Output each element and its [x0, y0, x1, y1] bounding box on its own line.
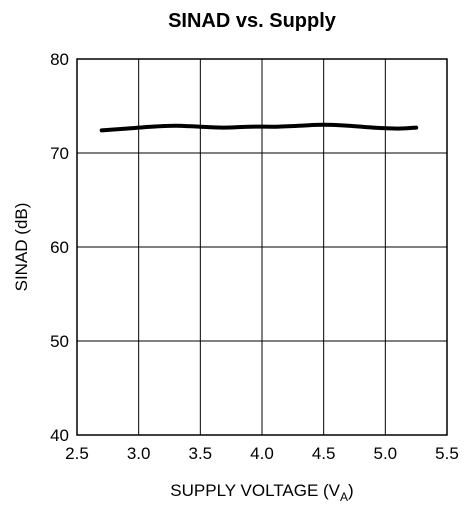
x-axis-label: SUPPLY VOLTAGE (VA)	[170, 481, 353, 504]
y-tick-labels: 40 50 60 70 80	[50, 50, 69, 445]
grid	[76, 58, 448, 436]
x-tick-label: 3.5	[189, 444, 213, 463]
chart-title: SINAD vs. Supply	[168, 10, 337, 32]
sinad-series-line	[99, 122, 419, 133]
y-tick-label: 50	[50, 332, 69, 351]
y-tick-label: 70	[50, 144, 69, 163]
y-tick-label: 80	[50, 50, 69, 69]
y-tick-label: 40	[50, 426, 69, 445]
x-tick-label: 4.0	[250, 444, 274, 463]
series-group	[99, 122, 419, 133]
x-tick-labels: 2.5 3.0 3.5 4.0 4.5 5.0 5.5	[65, 444, 459, 463]
x-tick-label: 2.5	[65, 444, 89, 463]
y-tick-label: 60	[50, 238, 69, 257]
x-axis-label-suffix: )	[348, 481, 354, 500]
y-axis-label: SINAD (dB)	[12, 203, 31, 292]
x-tick-label: 3.0	[127, 444, 151, 463]
x-tick-label: 5.0	[374, 444, 398, 463]
plot-frame	[76, 58, 448, 436]
x-tick-label: 4.5	[312, 444, 336, 463]
x-tick-label: 5.5	[435, 444, 459, 463]
x-axis-label-subscript: A	[340, 490, 348, 504]
